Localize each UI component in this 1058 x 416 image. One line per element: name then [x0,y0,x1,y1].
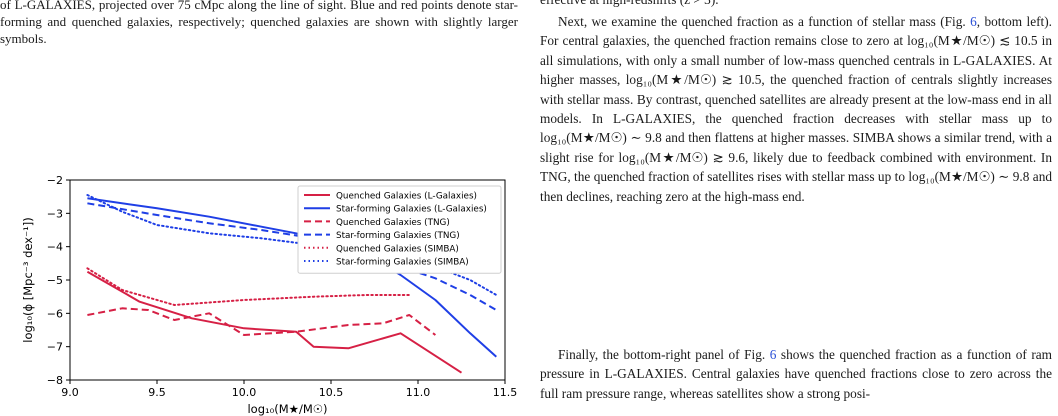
x-tick-label: 9.0 [61,386,79,399]
legend-label: Star-forming Galaxies (SIMBA) [336,258,469,268]
figure-caption: of L-GALAXIES, projected over 75 cMpc al… [0,0,518,47]
text-fragment: effective at high-redshifts (z > 3). [540,0,1052,9]
series-line-0 [86,270,463,374]
x-tick-label: 11.0 [406,386,431,399]
left-column: of L-GALAXIES, projected over 75 cMpc al… [0,0,520,416]
para1-text-b: , bottom left). For central galaxies, th… [540,14,1052,204]
para1-text-a: Next, we examine the quenched fraction a… [558,14,971,29]
x-tick-label: 10.5 [319,386,344,399]
x-tick-label: 11.5 [493,386,518,399]
legend-label: Quenched Galaxies (L-Galaxies) [336,192,477,202]
y-tick-label: −6 [47,307,63,320]
legend-label: Star-forming Galaxies (L-Galaxies) [336,205,487,215]
legend-label: Quenched Galaxies (SIMBA) [336,244,459,254]
y-tick-label: −2 [47,174,63,187]
legend-label: Star-forming Galaxies (TNG) [336,231,460,241]
y-tick-label: −4 [47,241,63,254]
figure-link[interactable]: 6 [769,347,777,362]
legend-box [297,185,502,274]
mass-function-chart: 9.0 9.5 10.0 10.5 11.0 11.5 −2 −3 −4 −5 −6 −7 −8 log₁… [21,174,518,416]
series-line-4 [86,267,411,306]
x-axis-label: log₁₀(M★/M☉) [247,402,327,416]
y-tick-label: −8 [47,374,63,387]
y-axis-label: log₁₀(ϕ [Mpc⁻³ dex⁻¹]) [21,217,35,342]
y-tick-label: −7 [47,341,63,354]
y-tick-label: −5 [47,274,63,287]
para2-text-a: Finally, the bottom-right panel of Fig. [558,347,770,362]
x-tick-label: 10.0 [232,386,257,399]
paragraph-ram-pressure: Finally, the bottom-right panel of Fig. … [540,345,1052,403]
caption-text: of L-GALAXIES, projected over 75 cMpc al… [0,0,518,46]
figure-link[interactable]: 6 [970,14,977,29]
y-tick-label: −3 [47,207,63,220]
series-line-2 [87,307,437,336]
legend-label: Quenched Galaxies (TNG) [336,218,450,228]
paragraph-quenched-mass: Next, we examine the quenched fraction a… [540,12,1052,206]
x-tick-label: 9.5 [148,386,166,399]
para2-text-b: shows the quenched fraction as a functio… [540,347,1052,401]
right-column: effective at high-redshifts (z > 3). Nex… [540,0,1052,416]
